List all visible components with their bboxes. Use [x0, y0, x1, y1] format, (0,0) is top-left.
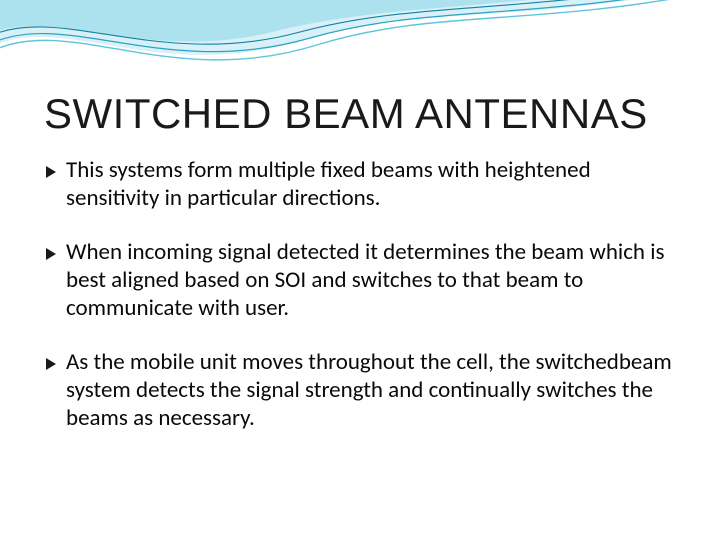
- bullet-text: When incoming signal detected it determi…: [66, 238, 676, 322]
- arrow-bullet-icon: [44, 241, 60, 269]
- bullet-item: When incoming signal detected it determi…: [44, 238, 676, 322]
- bullet-text: This systems form multiple fixed beams w…: [66, 156, 676, 212]
- slide-title: SWITCHED BEAM ANTENNAS: [44, 90, 676, 138]
- slide-content: SWITCHED BEAM ANTENNAS This systems form…: [0, 0, 720, 540]
- arrow-bullet-icon: [44, 159, 60, 187]
- bullet-item: This systems form multiple fixed beams w…: [44, 156, 676, 212]
- bullet-text: As the mobile unit moves throughout the …: [66, 348, 676, 432]
- bullet-list: This systems form multiple fixed beams w…: [44, 156, 676, 432]
- bullet-item: As the mobile unit moves throughout the …: [44, 348, 676, 432]
- arrow-bullet-icon: [44, 351, 60, 379]
